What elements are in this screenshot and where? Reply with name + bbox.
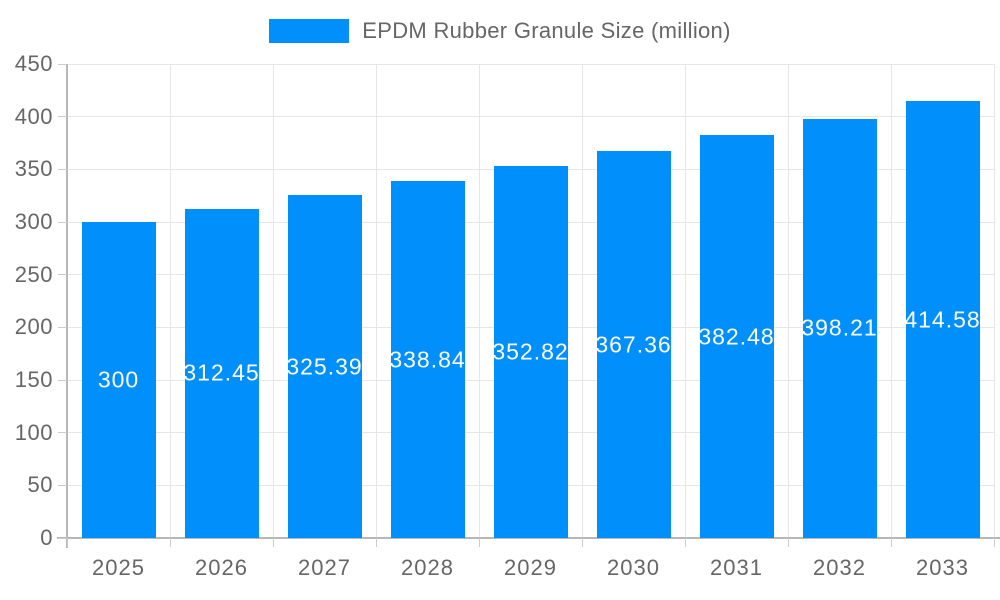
- bar[interactable]: [81, 222, 156, 538]
- y-axis-tick: [58, 326, 67, 328]
- bar-value-label: 414.58: [904, 306, 981, 333]
- v-gridline: [684, 64, 686, 538]
- x-tick-label: 2032: [813, 555, 866, 580]
- y-axis-tick: [58, 168, 67, 170]
- y-axis-tick: [58, 537, 67, 539]
- bar-value-label: 382.48: [698, 323, 775, 350]
- y-axis-tick: [58, 116, 67, 118]
- x-axis-tick: [169, 538, 171, 547]
- y-axis-tick: [58, 221, 67, 223]
- y-tick-label: 350: [14, 156, 53, 182]
- bar[interactable]: [596, 151, 671, 538]
- x-axis-tick: [478, 538, 480, 547]
- v-gridline: [169, 64, 171, 538]
- v-gridline: [375, 64, 377, 538]
- legend-swatch: [269, 19, 350, 43]
- v-gridline: [890, 64, 892, 538]
- h-gridline: [67, 116, 994, 118]
- y-tick-label: 200: [14, 314, 53, 340]
- v-gridline: [787, 64, 789, 538]
- bar[interactable]: [802, 118, 877, 538]
- x-axis-tick: [684, 538, 686, 547]
- y-axis-tick: [58, 379, 67, 381]
- x-tick-label: 2029: [504, 555, 557, 580]
- x-axis-tick: [993, 538, 995, 547]
- bar[interactable]: [493, 166, 568, 538]
- x-axis-tick: [787, 538, 789, 547]
- y-tick-label: 150: [14, 367, 53, 392]
- y-axis-tick: [58, 274, 67, 276]
- y-tick-label: 50: [27, 472, 53, 498]
- x-tick-label: 2033: [916, 555, 969, 580]
- legend-label: EPDM Rubber Granule Size (million): [362, 18, 731, 43]
- bar-value-label: 398.21: [801, 314, 878, 341]
- v-gridline: [993, 64, 995, 538]
- x-tick-label: 2030: [607, 555, 660, 580]
- bar[interactable]: [390, 181, 465, 538]
- y-tick-label: 450: [14, 51, 53, 76]
- x-axis-tick: [581, 538, 583, 547]
- v-gridline: [581, 64, 583, 538]
- y-tick-label: 0: [40, 525, 53, 550]
- x-axis-line: [57, 537, 1000, 539]
- bar-value-label: 312.45: [183, 359, 260, 386]
- bar-value-label: 352.82: [492, 338, 569, 365]
- y-axis-tick: [58, 63, 67, 65]
- y-tick-label: 100: [14, 419, 53, 445]
- bar-value-label: 300: [97, 366, 140, 393]
- y-axis-tick: [58, 432, 67, 434]
- x-tick-label: 2031: [710, 555, 763, 580]
- bar-value-label: 338.84: [389, 346, 466, 373]
- bar-value-label: 367.36: [595, 331, 672, 358]
- plot-area: 0 50 100 150 200 250 300 350 400 450 300 2025 312.45…: [15, 51, 1000, 580]
- h-gridline: [67, 63, 994, 65]
- v-gridline: [478, 64, 480, 538]
- v-gridline: [272, 64, 274, 538]
- x-tick-label: 2027: [298, 555, 351, 580]
- y-axis-line: [66, 64, 68, 548]
- y-tick-label: 250: [14, 261, 53, 287]
- x-axis-tick: [66, 538, 68, 547]
- y-tick-label: 400: [14, 103, 53, 129]
- bar[interactable]: [184, 208, 259, 538]
- x-tick-label: 2025: [92, 555, 145, 580]
- x-axis-tick: [375, 538, 377, 547]
- y-axis-tick: [58, 484, 67, 486]
- x-axis-tick: [272, 538, 274, 547]
- bar[interactable]: [287, 195, 362, 538]
- x-tick-label: 2026: [195, 555, 248, 580]
- y-tick-label: 300: [14, 209, 53, 234]
- bar[interactable]: [905, 101, 980, 538]
- legend-item[interactable]: EPDM Rubber Granule Size (million): [0, 18, 1000, 44]
- bar[interactable]: [699, 135, 774, 538]
- x-tick-label: 2028: [401, 555, 454, 580]
- bar-value-label: 325.39: [286, 353, 363, 380]
- x-axis-tick: [890, 538, 892, 547]
